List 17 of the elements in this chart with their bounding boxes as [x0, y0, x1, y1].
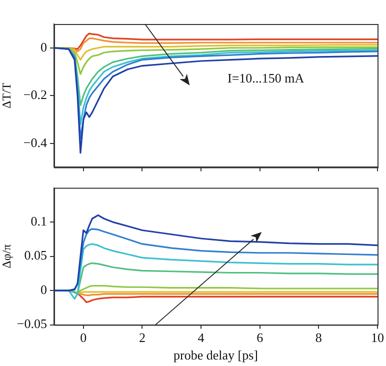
annotation: I=10...150 mA	[228, 70, 305, 86]
y-axis-title: ΔT/T	[0, 82, 14, 108]
x-tick-label: 6	[256, 330, 264, 346]
y-tick-label: 0	[40, 39, 47, 54]
x-tick-label: 2	[138, 330, 146, 346]
y-tick-label: −0.05	[16, 316, 47, 332]
y-tick-label: 0.05	[24, 248, 47, 263]
y-tick-label: 0	[40, 282, 47, 297]
x-axis-title: probe delay [ps]	[174, 348, 258, 363]
x-tick-label: 4	[198, 330, 205, 346]
y-tick-label: −0.2	[23, 87, 47, 102]
x-tick-label: 0	[80, 330, 87, 346]
y-tick-label: −0.4	[23, 134, 48, 150]
y-tick-label: 0.1	[30, 213, 47, 228]
x-tick-label: 10	[371, 330, 384, 346]
y-axis-title: Δφ/π	[0, 244, 14, 268]
x-tick-label: 8	[315, 330, 322, 346]
